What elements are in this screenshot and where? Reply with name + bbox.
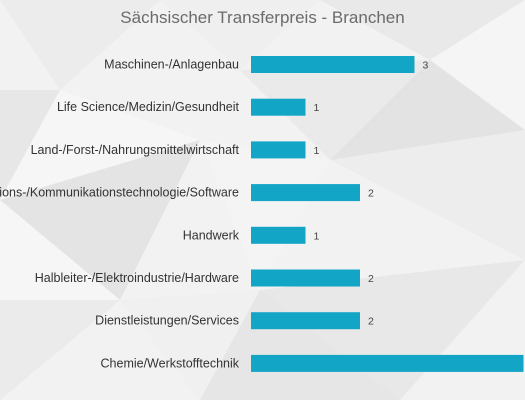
value-label: 1: [314, 102, 320, 114]
bar: [251, 184, 360, 202]
chart-title: Sächsischer Transferpreis - Branchen: [120, 8, 405, 27]
bar: [251, 354, 524, 372]
value-label: 1: [314, 145, 320, 157]
bar: [251, 269, 360, 287]
value-label: 2: [368, 273, 374, 285]
bar: [251, 312, 360, 330]
category-label: Land-/Forst-/Nahrungsmittelwirtschaft: [31, 143, 240, 157]
category-label: Maschinen-/Anlagenbau: [104, 58, 239, 72]
value-label: 3: [423, 60, 429, 72]
category-label: Life Science/Medizin/Gesundheit: [57, 100, 240, 114]
bar: [251, 141, 306, 159]
value-label: 2: [368, 188, 374, 200]
category-label: Chemie/Werkstofftechnik: [101, 356, 240, 370]
category-label: Handwerk: [183, 228, 240, 242]
category-label: Halbleiter-/Elektroindustrie/Hardware: [35, 271, 239, 285]
value-label: 2: [368, 316, 374, 328]
category-label: Informations-/Kommunikationstechnologie/…: [0, 186, 239, 200]
bar: [251, 226, 306, 244]
value-label: 1: [314, 230, 320, 242]
category-label: Dienstleistungen/Services: [95, 314, 239, 328]
bar: [251, 98, 306, 116]
bar: [251, 56, 415, 73]
